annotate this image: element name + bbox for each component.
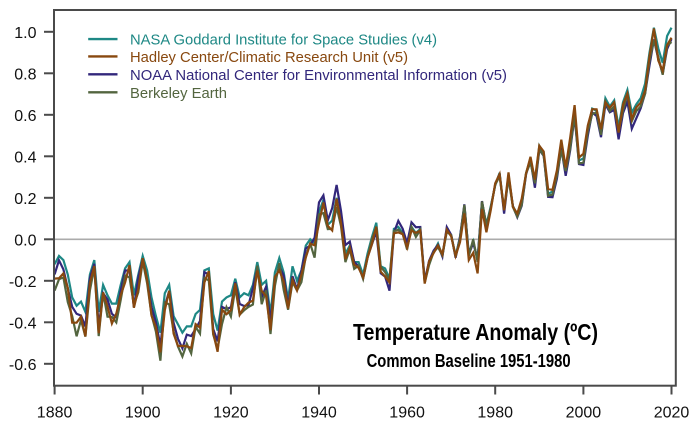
svg-text:-0.2: -0.2 <box>9 274 37 291</box>
svg-text:Common Baseline 1951-1980: Common Baseline 1951-1980 <box>367 351 571 371</box>
svg-text:0.6: 0.6 <box>14 108 36 125</box>
svg-text:1980: 1980 <box>477 405 513 422</box>
svg-text:0.4: 0.4 <box>14 150 36 167</box>
svg-text:NOAA National Center for Envir: NOAA National Center for Environmental I… <box>130 67 507 84</box>
svg-text:-0.6: -0.6 <box>9 357 37 374</box>
svg-text:Hadley Center/Climatic Researc: Hadley Center/Climatic Research Unit (v5… <box>130 49 408 66</box>
svg-text:1.0: 1.0 <box>14 25 36 42</box>
svg-text:0.2: 0.2 <box>14 191 36 208</box>
svg-text:0.0: 0.0 <box>14 233 36 250</box>
svg-text:1880: 1880 <box>37 405 73 422</box>
svg-text:1920: 1920 <box>213 405 249 422</box>
svg-text:NASA Goddard Institute for Spa: NASA Goddard Institute for Space Studies… <box>130 32 437 49</box>
svg-text:Berkeley Earth: Berkeley Earth <box>130 85 227 102</box>
svg-text:2020: 2020 <box>654 405 690 422</box>
svg-text:-0.4: -0.4 <box>9 316 37 333</box>
svg-text:1900: 1900 <box>125 405 161 422</box>
svg-text:Temperature Anomaly (ºC): Temperature Anomaly (ºC) <box>353 319 598 345</box>
svg-text:1960: 1960 <box>389 405 425 422</box>
svg-text:1940: 1940 <box>301 405 337 422</box>
svg-text:0.8: 0.8 <box>14 67 36 84</box>
svg-text:2000: 2000 <box>566 405 602 422</box>
